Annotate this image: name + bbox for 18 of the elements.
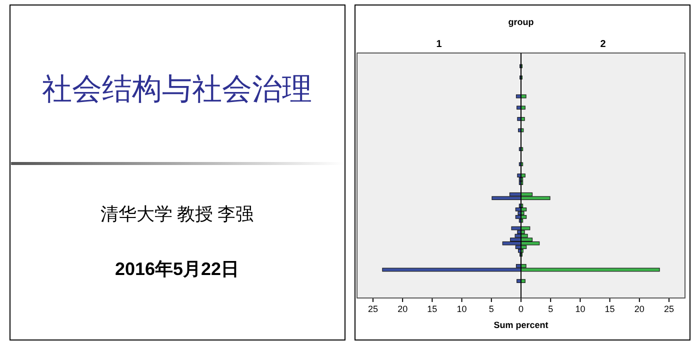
x-axis-title: Sum percent — [494, 320, 548, 330]
chart-subtitle: 2 — [600, 39, 606, 50]
x-tick-label: 10 — [575, 304, 586, 314]
text: 2016年5月22日 — [114, 259, 240, 279]
x-tick-label: 20 — [634, 304, 644, 314]
text: 社会结构与社会治理 — [42, 73, 312, 106]
text: 清华大学 教授 李强 — [100, 204, 254, 224]
chart-title: group — [508, 17, 534, 27]
x-tick-label: 5 — [488, 304, 494, 314]
x-tick-label: 10 — [456, 304, 467, 314]
chart-subtitle: 1 — [436, 39, 442, 50]
x-tick-label: 25 — [368, 304, 378, 314]
x-tick-label: 25 — [664, 304, 674, 314]
x-tick-label: 20 — [398, 304, 408, 314]
x-tick-label: 0 — [518, 304, 524, 314]
x-tick-label: 15 — [427, 304, 438, 314]
x-tick-label: 5 — [548, 304, 554, 314]
x-tick-label: 15 — [604, 304, 615, 314]
